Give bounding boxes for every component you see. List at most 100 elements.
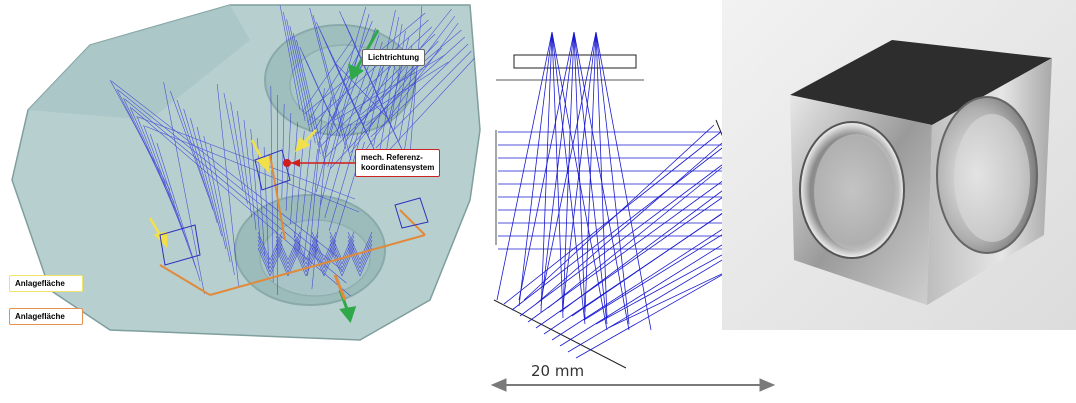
ray-line <box>163 81 205 295</box>
ray-line <box>595 31 630 325</box>
ray-line <box>350 15 456 154</box>
yellow-arrows <box>148 129 317 249</box>
ray-line <box>269 235 283 265</box>
ray-line <box>341 247 355 277</box>
ray-line <box>149 133 197 269</box>
ray-line <box>293 247 307 277</box>
ray-line <box>257 247 271 277</box>
scale-bar <box>490 378 776 392</box>
ray-line <box>286 18 311 133</box>
ray-line <box>293 239 307 269</box>
ray-line <box>380 57 475 160</box>
prism-cube-photo <box>722 0 1076 330</box>
ray-line <box>335 63 387 118</box>
ray-line <box>347 235 361 265</box>
label-contact-surface-yellow: Anlagefläche <box>9 275 83 292</box>
ray-line <box>305 235 319 265</box>
ray-line <box>203 135 231 263</box>
ray-line <box>307 45 357 124</box>
ray-line <box>305 239 319 269</box>
ray-line <box>359 235 373 265</box>
ray-line <box>329 239 343 269</box>
ray-line <box>293 235 307 265</box>
ray-line <box>131 107 351 297</box>
ray-line <box>137 116 356 200</box>
ray-line <box>573 31 586 319</box>
ray-line <box>540 31 597 301</box>
ray-line <box>287 231 301 261</box>
reference-frames <box>159 149 429 266</box>
ray-line <box>293 243 307 273</box>
ray-line <box>355 22 459 165</box>
ray-line <box>518 31 575 301</box>
ray-trace-svg <box>490 31 777 392</box>
ray-line <box>303 148 318 264</box>
housing-top-face <box>28 5 250 120</box>
ray-line <box>309 19 429 126</box>
label-referenz-line1: mech. Referenz- <box>361 153 423 162</box>
ray-line <box>562 31 575 313</box>
ray-line <box>359 231 373 261</box>
ray-line <box>230 101 248 205</box>
ray-line <box>360 29 462 116</box>
ray-line <box>283 11 306 122</box>
ray-line <box>292 32 321 155</box>
ray-line <box>257 239 271 269</box>
ray-line <box>547 160 731 309</box>
prism-cube-illustration <box>722 0 1076 330</box>
ray-line <box>257 243 271 273</box>
ray-line <box>275 235 289 265</box>
cad-drawing <box>11 4 481 341</box>
ray-line <box>279 4 301 111</box>
ray-line <box>275 239 289 269</box>
ray-line <box>328 132 359 232</box>
label-lichtrichtung: Lichtrichtung <box>362 49 426 66</box>
ray-line <box>293 231 307 261</box>
label-contact-surface-orange: Anlagefläche <box>9 308 83 325</box>
ray-line <box>257 235 271 265</box>
ray-line <box>190 117 222 237</box>
ray-line <box>323 231 337 261</box>
ray-line <box>341 231 355 261</box>
ray-line <box>562 31 597 307</box>
ray-line <box>352 48 386 163</box>
cad-ray-trace-view: Lichtrichtung mech. Referenz- koordinate… <box>0 0 484 345</box>
ray-line <box>301 38 353 113</box>
ray-line <box>359 239 373 269</box>
ray-line <box>250 128 261 244</box>
ray-line <box>305 247 319 277</box>
ray-line <box>347 243 361 273</box>
ray-line <box>322 6 367 157</box>
ray-line <box>329 247 343 277</box>
ray-line <box>176 99 214 211</box>
ray-line <box>359 247 373 277</box>
ray-line <box>311 243 325 273</box>
ray-line <box>329 243 343 273</box>
ray-line <box>223 92 244 192</box>
ray-line <box>290 121 298 225</box>
ray-line <box>237 110 252 218</box>
ray-line <box>551 31 564 319</box>
ray-line <box>183 108 218 224</box>
label-reference-coordinate-system: mech. Referenz- koordinatensystem <box>355 149 441 177</box>
ray-line <box>257 231 271 261</box>
ray-line <box>535 142 723 305</box>
ray-line <box>332 56 382 167</box>
ray-line <box>311 231 325 261</box>
ray-line <box>196 126 227 250</box>
ray-line <box>595 31 652 331</box>
ray-line <box>311 235 325 265</box>
ray-line <box>347 231 361 261</box>
reference-origin-marker <box>283 159 291 167</box>
ray-line <box>329 231 343 261</box>
ray-line <box>496 31 553 301</box>
ray-line <box>518 31 553 307</box>
ray-line <box>269 247 283 277</box>
ray-line <box>341 239 355 269</box>
ray-line <box>243 119 257 231</box>
ray-line <box>123 97 179 217</box>
label-referenz-line2: koordinatensystem <box>361 163 435 172</box>
ray-line <box>287 247 301 277</box>
scale-label: 20 mm <box>531 362 585 380</box>
ray-line <box>503 131 722 305</box>
